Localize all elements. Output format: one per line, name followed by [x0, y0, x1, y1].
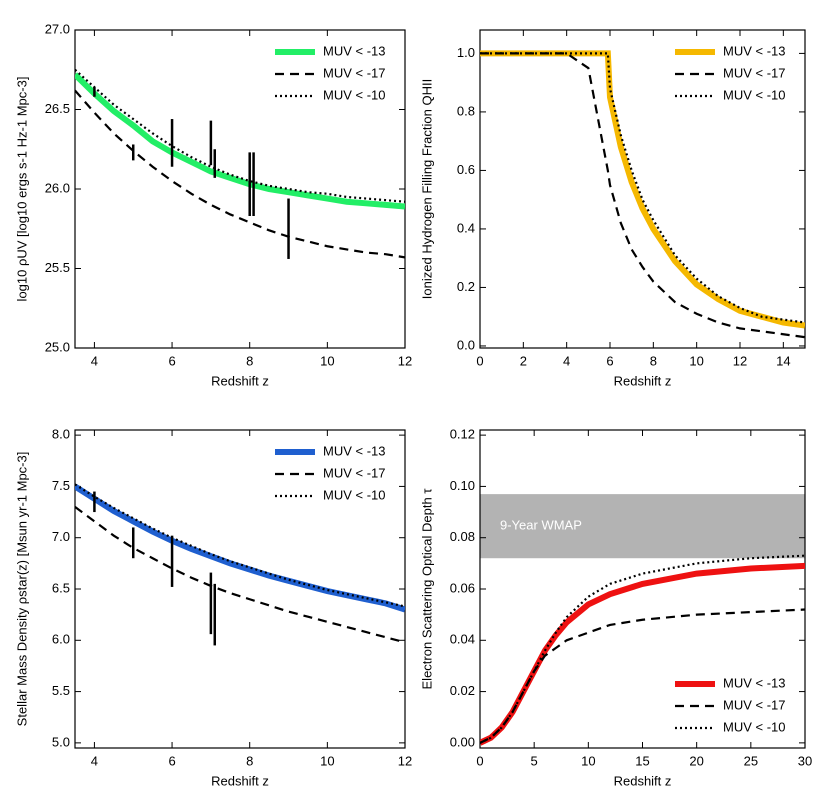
y-tick-label: 25.0 [45, 339, 70, 354]
x-tick-label: 10 [689, 353, 703, 368]
series-line [75, 89, 405, 259]
x-tick-label: 12 [398, 753, 412, 768]
y-tick-label: 0.6 [457, 162, 475, 177]
x-tick-label: 5 [531, 753, 538, 768]
series-line [480, 52, 805, 324]
y-tick-label: 0.0 [457, 337, 475, 352]
legend-label: MUV < -13 [323, 443, 386, 458]
x-tick-label: 14 [776, 353, 790, 368]
y-tick-label: 6.0 [52, 632, 70, 647]
series-line [75, 68, 405, 203]
x-tick-label: 10 [320, 753, 334, 768]
y-tick-label: 27.0 [45, 21, 70, 36]
y-tick-label: 0.8 [457, 103, 475, 118]
x-axis-label: Redshift z [211, 773, 269, 788]
y-axis-label: Stellar Mass Density ρstar(z) [Msun yr-1… [14, 452, 29, 727]
legend-label: MUV < -17 [723, 697, 786, 712]
plot-frame [479, 29, 806, 349]
y-tick-label: 0.4 [457, 220, 475, 235]
x-tick-label: 12 [733, 353, 747, 368]
legend-label: MUV < -13 [723, 43, 786, 58]
x-tick-label: 20 [689, 753, 703, 768]
x-tick-label: 12 [398, 353, 412, 368]
y-axis-label: log10 ρUV [log10 ergs s-1 Hz-1 Mpc-3] [14, 77, 29, 302]
x-axis-label: Redshift z [614, 773, 672, 788]
series-line [480, 608, 805, 744]
plot-area [480, 554, 805, 746]
series-line [75, 483, 405, 613]
y-tick-label: 0.12 [450, 427, 475, 442]
legend-label: MUV < -10 [723, 719, 786, 734]
y-tick-label: 0.08 [450, 529, 475, 544]
x-tick-label: 10 [581, 753, 595, 768]
series-line [480, 554, 805, 744]
y-tick-label: 26.5 [45, 101, 70, 116]
panel: 0 2 4 6 8 10 12 14 0.0 0.2 0.4 0.6 0.8 1.0 Redshift z I… [419, 29, 806, 388]
y-tick-label: 0.00 [450, 734, 475, 749]
legend-label: MUV < -13 [723, 675, 786, 690]
y-tick-label: 5.5 [52, 683, 70, 698]
y-tick-label: 26.0 [45, 180, 70, 195]
y-tick-label: 0.04 [450, 632, 475, 647]
y-tick-label: 6.5 [52, 580, 70, 595]
legend-label: MUV < -17 [323, 465, 386, 480]
panel: 4 6 8 10 12 5.0 5.5 6.0 6.5 7.0 7.5 8.0 Redshift z St… [14, 427, 412, 789]
y-tick-label: 7.5 [52, 478, 70, 493]
y-tick-label: 25.5 [45, 260, 70, 275]
panel: 4 6 8 10 12 25.0 25.5 26.0 26.5 27.0 Redshift z log… [14, 21, 412, 388]
x-tick-label: 8 [650, 353, 657, 368]
x-tick-label: 8 [246, 353, 253, 368]
x-axis-label: Redshift z [614, 373, 672, 388]
x-tick-label: 6 [606, 353, 613, 368]
legend-label: MUV < -13 [323, 43, 386, 58]
x-tick-label: 8 [246, 753, 253, 768]
y-tick-label: 7.0 [52, 529, 70, 544]
legend-label: MUV < -10 [723, 87, 786, 102]
y-tick-label: 0.10 [450, 478, 475, 493]
x-axis-label: Redshift z [211, 373, 269, 388]
reference-band [480, 494, 805, 559]
y-axis-label: Ionized Hydrogen Filling Fraction QHII [419, 79, 434, 299]
x-tick-label: 15 [635, 753, 649, 768]
x-tick-label: 6 [168, 753, 175, 768]
y-axis-label: Electron Scattering Optical Depth τ [419, 488, 434, 690]
y-tick-label: 0.02 [450, 683, 475, 698]
y-tick-label: 1.0 [457, 45, 475, 60]
x-tick-label: 4 [91, 353, 98, 368]
legend-label: MUV < -17 [323, 65, 386, 80]
x-tick-label: 4 [91, 753, 98, 768]
x-tick-label: 0 [476, 753, 483, 768]
y-tick-label: 5.0 [52, 734, 70, 749]
x-tick-label: 30 [798, 753, 812, 768]
y-tick-label: 0.06 [450, 580, 475, 595]
x-tick-label: 10 [320, 353, 334, 368]
x-tick-label: 6 [168, 353, 175, 368]
series-line [75, 72, 405, 210]
x-tick-label: 0 [476, 353, 483, 368]
legend-label: MUV < -17 [723, 65, 786, 80]
y-tick-label: 8.0 [52, 427, 70, 442]
x-tick-label: 2 [520, 353, 527, 368]
series-line [75, 483, 405, 608]
x-tick-label: 25 [744, 753, 758, 768]
band-label: 9-Year WMAP [500, 518, 582, 533]
plot-area [75, 483, 405, 644]
y-tick-label: 0.2 [457, 279, 475, 294]
plot-area [75, 68, 405, 259]
panel: 9-Year WMAP 0 5 10 15 20 25 30 0.00 0.02 0.04 0.06 0… [419, 427, 812, 789]
series-line [75, 506, 405, 644]
legend-label: MUV < -10 [323, 87, 386, 102]
plot-area [480, 50, 805, 339]
series-line [480, 562, 805, 746]
legend-label: MUV < -10 [323, 487, 386, 502]
x-tick-label: 4 [563, 353, 570, 368]
